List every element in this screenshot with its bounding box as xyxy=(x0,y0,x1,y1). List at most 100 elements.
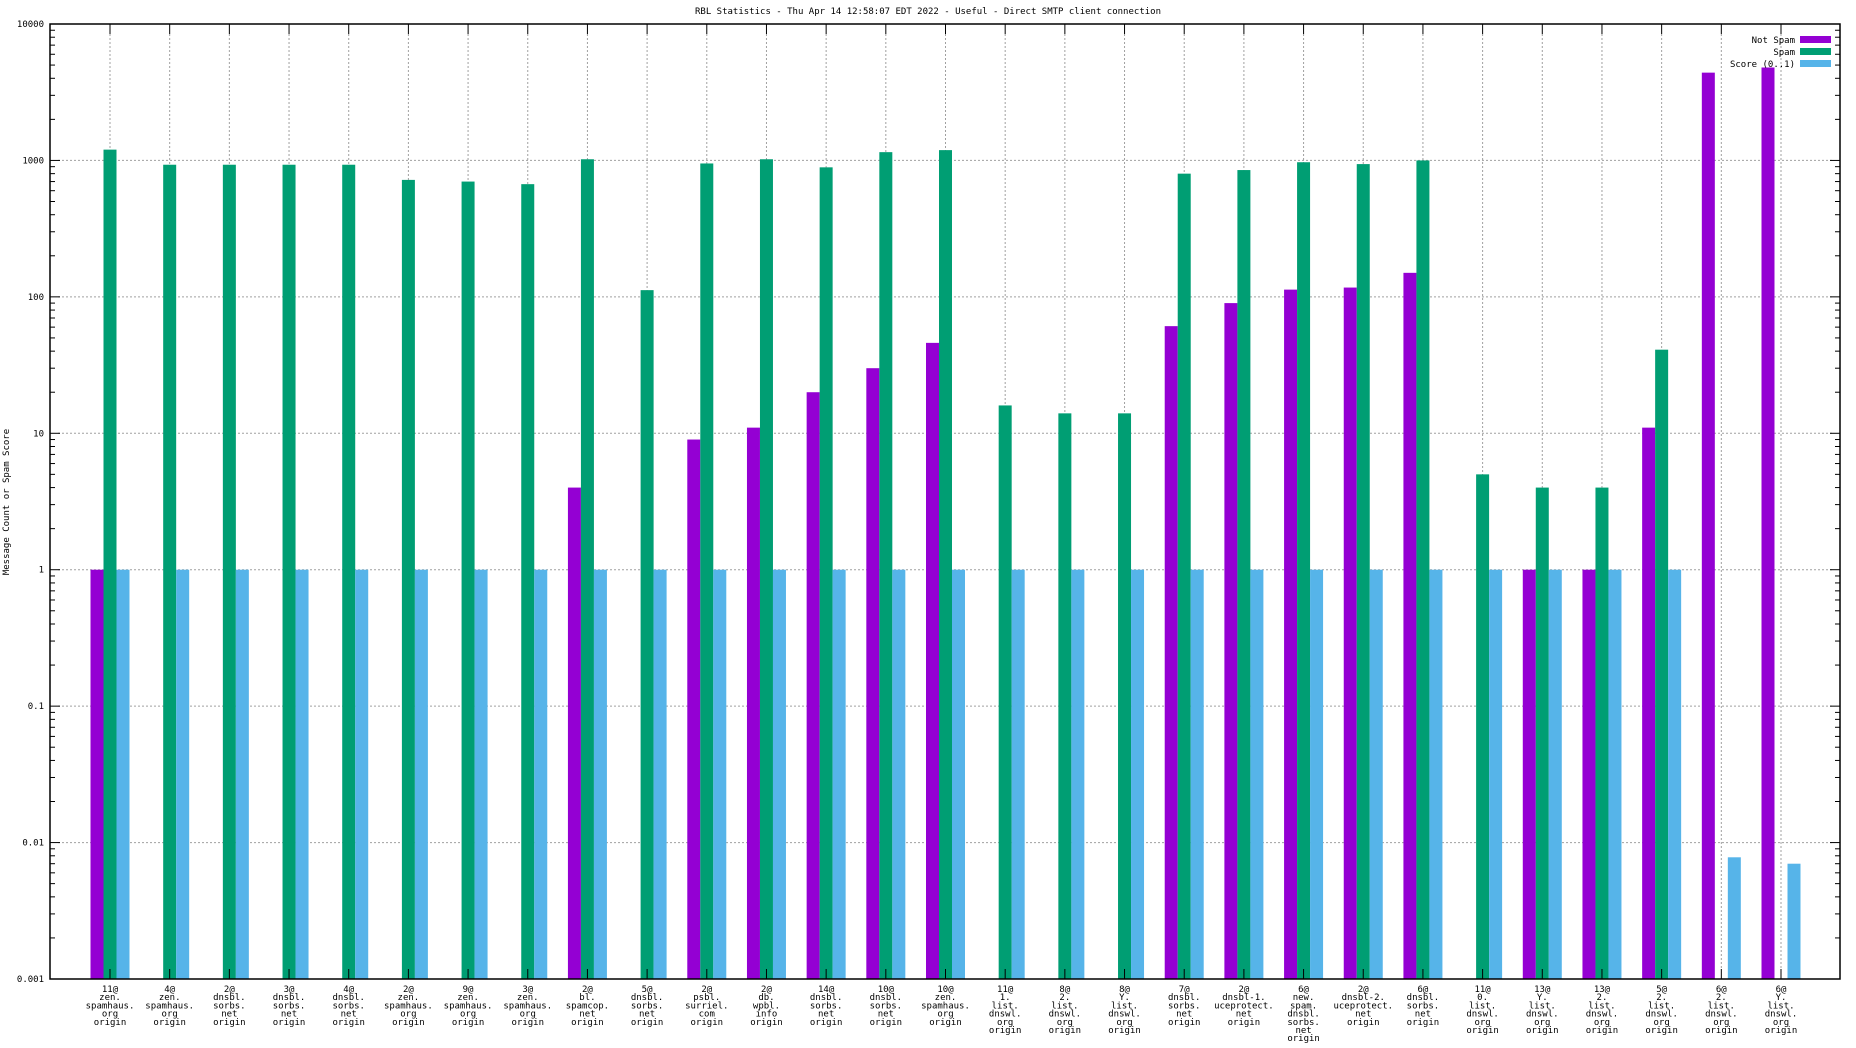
bar-not-spam xyxy=(1642,427,1656,980)
y-tick-label: 0.1 xyxy=(28,702,44,712)
x-tick-label: 2@ xyxy=(224,985,235,995)
x-tick-label: sorbs. xyxy=(1168,1001,1201,1011)
x-tick-label: dnswl. xyxy=(1645,1010,1678,1020)
x-tick-label: org xyxy=(1654,1018,1670,1028)
x-tick-label: zen. xyxy=(99,993,121,1003)
plot-border xyxy=(49,23,1841,980)
x-tick-label: spamhaus. xyxy=(503,1001,552,1011)
x-tick-label: Y. xyxy=(1776,993,1787,1003)
x-tick-label: dnsbl. xyxy=(273,993,306,1003)
bar-spam xyxy=(1595,487,1609,979)
x-tick-label: 2@ xyxy=(403,985,414,995)
x-tick-label: origin xyxy=(1407,1018,1440,1028)
x-tick-label: origin xyxy=(750,1018,783,1028)
bar-spam xyxy=(1356,164,1370,979)
bar-not-spam xyxy=(866,368,880,979)
x-tick-label: uceprotect. xyxy=(1333,1001,1393,1011)
x-tick-label: spamcop. xyxy=(566,1001,609,1011)
x-tick-label: 4@ xyxy=(343,985,354,995)
x-tick-label: org xyxy=(1773,1018,1789,1028)
x-tick-label: origin xyxy=(332,1018,365,1028)
x-tick-label: psbl. xyxy=(693,993,720,1003)
x-tick-label: org xyxy=(1474,1018,1490,1028)
x-tick-label: origin xyxy=(392,1018,425,1028)
x-tick-label: spamhaus. xyxy=(444,1001,493,1011)
x-tick-label: dnswl. xyxy=(1108,1010,1141,1020)
bar-score xyxy=(1250,569,1264,979)
x-tick-label: 6@ xyxy=(1418,985,1429,995)
x-tick-label: sorbs. xyxy=(213,1001,246,1011)
x-tick-label: origin xyxy=(1586,1026,1619,1036)
x-tick-label: org xyxy=(997,1018,1013,1028)
bar-spam xyxy=(1535,487,1549,979)
y-tick-label: 0.001 xyxy=(17,975,44,985)
bar-not-spam xyxy=(1403,272,1417,979)
x-tick-label: list. xyxy=(1529,1001,1556,1011)
bar-score xyxy=(355,569,369,979)
bar-score xyxy=(1608,569,1622,979)
x-tick-label: 2@ xyxy=(582,985,593,995)
legend-label: Not Spam xyxy=(1752,36,1795,46)
x-tick-label: sorbs. xyxy=(870,1001,903,1011)
bar-score xyxy=(1548,569,1562,979)
x-tick-label: origin xyxy=(1645,1026,1678,1036)
x-tick-label: dnswl. xyxy=(1705,1010,1738,1020)
bar-score xyxy=(1489,569,1503,979)
bar-score xyxy=(1787,863,1801,979)
x-tick-label: 8@ xyxy=(1059,985,1070,995)
bar-not-spam xyxy=(90,569,104,979)
x-tick-label: origin xyxy=(213,1018,246,1028)
y-tick-label: 10000 xyxy=(17,20,44,30)
x-tick-label: list. xyxy=(1111,1001,1138,1011)
bar-score xyxy=(772,569,786,979)
x-tick-label: net xyxy=(281,1010,297,1020)
x-tick-label: origin xyxy=(153,1018,186,1028)
x-tick-label: origin xyxy=(1287,1034,1320,1044)
x-tick-label: 5@ xyxy=(1656,985,1667,995)
x-tick-label: 3@ xyxy=(522,985,533,995)
x-tick-label: 6@ xyxy=(1716,985,1727,995)
x-tick-label: 11@ xyxy=(102,985,119,995)
bar-not-spam xyxy=(687,439,701,980)
legend-swatch xyxy=(1800,36,1831,43)
x-tick-label: org xyxy=(1534,1018,1550,1028)
x-tick-label: net xyxy=(818,1010,834,1020)
x-tick-label: zen. xyxy=(159,993,181,1003)
x-tick-label: wpbl. xyxy=(753,1001,780,1011)
x-tick-label: org xyxy=(400,1010,416,1020)
legend: Not Spam Spam Score (0..1) xyxy=(1730,36,1831,70)
x-tick-label: spamhaus. xyxy=(86,1001,135,1011)
x-tick-label: origin xyxy=(273,1018,306,1028)
x-tick-label: dnsbl. xyxy=(1287,1010,1320,1020)
x-tick-label: dnsbl. xyxy=(810,993,843,1003)
bar-spam xyxy=(879,152,893,980)
x-tick-label: 0. xyxy=(1477,993,1488,1003)
x-tick-label: net xyxy=(1355,1010,1371,1020)
bar-score xyxy=(235,569,249,979)
bar-spam xyxy=(759,159,773,980)
bar-score xyxy=(414,569,428,979)
x-tick-label: origin xyxy=(870,1018,903,1028)
x-tick-label: sorbs. xyxy=(332,1001,365,1011)
x-tick-label: net xyxy=(639,1010,655,1020)
x-tick-label: 2. xyxy=(1597,993,1608,1003)
x-tick-label: net xyxy=(1295,1026,1311,1036)
x-tick-label: list. xyxy=(1767,1001,1794,1011)
bar-spam xyxy=(1416,160,1430,979)
x-tick-label: bl. xyxy=(579,993,595,1003)
bar-score xyxy=(832,569,846,979)
legend-label: Spam xyxy=(1773,48,1795,58)
bar-score xyxy=(176,569,190,979)
bar-score xyxy=(713,569,727,979)
x-tick-label: 2. xyxy=(1716,993,1727,1003)
x-tick-label: origin xyxy=(1049,1026,1082,1036)
x-tick-label: sorbs. xyxy=(273,1001,306,1011)
x-tick-label: dnsbl. xyxy=(631,993,664,1003)
x-tick-label: dnswl. xyxy=(1586,1010,1619,1020)
bar-spam xyxy=(1118,413,1132,979)
bar-spam xyxy=(342,164,356,979)
x-tick-label: list. xyxy=(1051,1001,1078,1011)
x-tick-label: org xyxy=(1713,1018,1729,1028)
x-tick-label: org xyxy=(460,1010,476,1020)
